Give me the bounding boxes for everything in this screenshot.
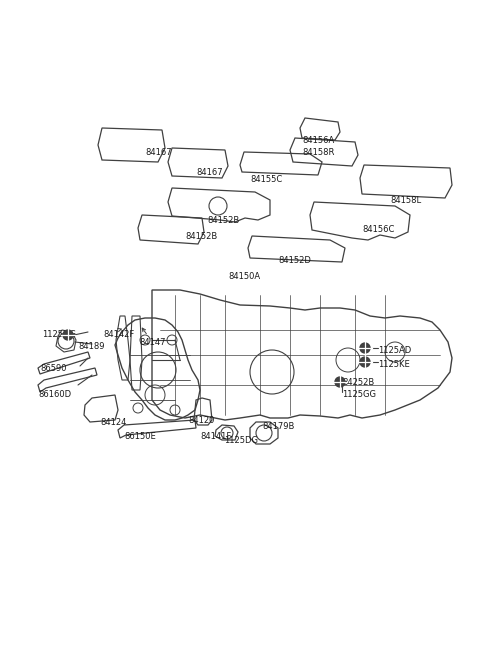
Text: 84189: 84189 [78,342,105,351]
Text: 84152D: 84152D [278,256,311,265]
Text: 84167: 84167 [145,148,172,157]
Text: 84158L: 84158L [390,196,421,205]
Circle shape [360,357,370,367]
Text: 84156A: 84156A [302,136,334,145]
Text: 84167: 84167 [196,168,223,177]
Text: 84252B: 84252B [342,378,374,387]
Text: 84141F: 84141F [200,432,231,441]
Text: 1125AD: 1125AD [378,346,411,355]
Text: 1125DG: 1125DG [224,436,258,445]
Circle shape [360,343,370,353]
Text: 84147: 84147 [139,338,166,347]
Text: 84156C: 84156C [362,225,395,234]
Text: 84124: 84124 [100,418,126,427]
Text: 86150E: 86150E [124,432,156,441]
Circle shape [335,377,345,387]
Text: 1125GG: 1125GG [342,390,376,399]
Text: 84150A: 84150A [228,272,260,281]
Text: 84142F: 84142F [103,330,134,339]
Text: 86590: 86590 [40,364,67,373]
Text: 84152B: 84152B [185,232,217,241]
Text: 84158R: 84158R [302,148,335,157]
Text: 84152B: 84152B [207,216,239,225]
Text: 84120: 84120 [188,416,215,425]
Text: 1125DG: 1125DG [42,330,76,339]
Text: 1125KE: 1125KE [378,360,410,369]
Circle shape [63,330,73,340]
Text: 84155C: 84155C [250,175,282,184]
Text: 84179B: 84179B [262,422,294,431]
Text: 86160D: 86160D [38,390,71,399]
